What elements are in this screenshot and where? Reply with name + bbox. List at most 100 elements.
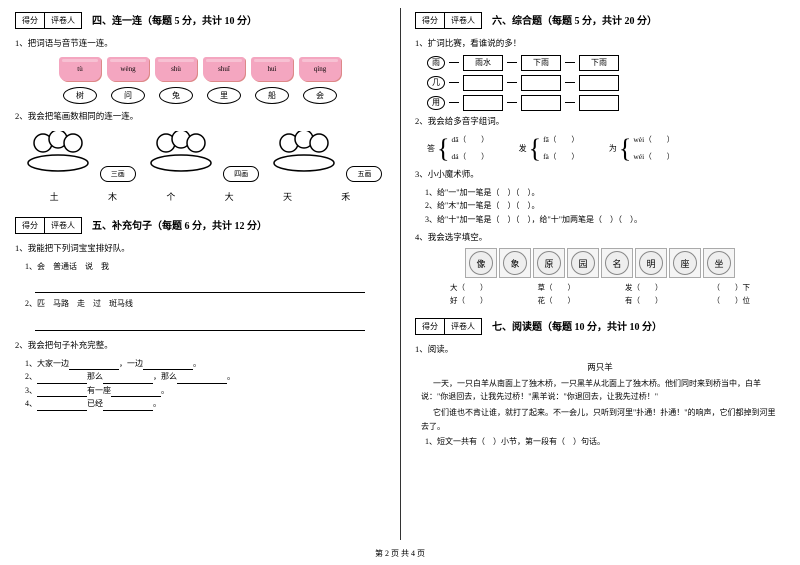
- chain-row: 用: [427, 95, 785, 111]
- s5-q2b: 2、那么，那么。: [25, 370, 385, 384]
- card: shuǐ: [203, 57, 245, 81]
- s6-q1: 1、扩词比赛，看谁说的多！: [415, 37, 785, 51]
- flower-label: 四画: [223, 166, 259, 182]
- chain-row: 几: [427, 75, 785, 91]
- fill-row: 大（ ）草（ ）发（ ）（ ）下: [425, 282, 775, 293]
- right-column: 得分 评卷人 六、综合题（每题 5 分，共计 20 分） 1、扩词比赛，看谁说的…: [400, 0, 800, 565]
- page-footer: 第 2 页 共 4 页: [0, 548, 800, 559]
- flower-icon: [264, 131, 344, 176]
- blank: [69, 360, 119, 370]
- flower-icon: [18, 131, 98, 176]
- apple: 坐: [703, 248, 735, 278]
- blank: [37, 401, 87, 411]
- s5-q2a: 1、大家一边，一边。: [25, 357, 385, 371]
- score-label: 得分: [416, 13, 445, 28]
- polyphone-row: 答{ dā（ ）dá（ ） 发{ fā（ ）fà（ ） 为{ wèi（ ）wéi…: [427, 134, 785, 162]
- left-column: 得分 评卷人 四、连一连（每题 5 分，共计 10 分） 1、把词语与音节连一连…: [0, 0, 400, 565]
- char: 禾: [341, 190, 350, 203]
- poly-group: 为{ wèi（ ）wéi（ ）: [609, 134, 674, 162]
- poly-group: 答{ dā（ ）dá（ ）: [427, 134, 489, 162]
- card: tù: [59, 57, 101, 81]
- score-box: 得分 评卷人: [415, 12, 482, 29]
- flower-label: 五画: [346, 166, 382, 182]
- s6-q3b: 2、给"木"加一笔是（ ）（ ）。: [425, 199, 785, 213]
- s7-q1a: 1、短文一共有（ ）小节，第一段有（ ）句话。: [425, 435, 785, 449]
- poly-char: 发: [519, 143, 527, 154]
- chain-box: [463, 75, 503, 91]
- apple: 园: [567, 248, 599, 278]
- section-6-title: 六、综合题（每题 5 分，共计 20 分）: [492, 12, 657, 27]
- section-5-title: 五、补充句子（每题 6 分，共计 12 分）: [92, 217, 267, 232]
- score-label: 得分: [16, 218, 45, 233]
- grader-label: 评卷人: [445, 13, 481, 28]
- apple-row: 像 象 原 园 名 明 座 坐: [415, 248, 785, 278]
- oval: 会: [303, 87, 337, 104]
- s5-q2: 2、我会把句子补充完整。: [15, 339, 385, 353]
- section-7-head: 得分 评卷人 七、阅读题（每题 10 分，共计 10 分）: [415, 314, 785, 339]
- chain-box: 下雨: [521, 55, 561, 71]
- apple: 像: [465, 248, 497, 278]
- apple: 明: [635, 248, 667, 278]
- score-label: 得分: [416, 319, 445, 334]
- section-7-title: 七、阅读题（每题 10 分，共计 10 分）: [492, 318, 662, 333]
- card: huì: [251, 57, 293, 81]
- s4-q1: 1、把词语与音节连一连。: [15, 37, 385, 51]
- flower-label: 三画: [100, 166, 136, 182]
- oval: 树: [63, 87, 97, 104]
- s5-q2d: 4、已经。: [25, 397, 385, 411]
- char: 个: [166, 190, 175, 203]
- score-box: 得分 评卷人: [415, 318, 482, 335]
- answer-line: [35, 321, 365, 331]
- blank: [37, 387, 87, 397]
- score-box: 得分 评卷人: [15, 12, 82, 29]
- section-6-head: 得分 评卷人 六、综合题（每题 5 分，共计 20 分）: [415, 8, 785, 33]
- s6-q3a: 1、给"一"加一笔是（ ）（ ）。: [425, 186, 785, 200]
- score-label: 得分: [16, 13, 45, 28]
- pinyin-cards: tù wèng shù shuǐ huì qíng: [15, 57, 385, 81]
- chain-box: [521, 95, 561, 111]
- flower-group: 四画: [141, 131, 259, 182]
- char: 土: [50, 190, 59, 203]
- score-box: 得分 评卷人: [15, 217, 82, 234]
- s5-q1a: 1、会 普通话 说 我: [25, 260, 385, 274]
- char-ovals: 树 问 兔 里 船 会: [15, 87, 385, 104]
- card: qíng: [299, 57, 341, 81]
- s6-q3: 3、小小魔术师。: [415, 168, 785, 182]
- answer-line: [35, 283, 365, 293]
- apple: 座: [669, 248, 701, 278]
- s4-q2: 2、我会把笔画数相同的连一连。: [15, 110, 385, 124]
- card: wèng: [107, 57, 149, 81]
- chain-box: [521, 75, 561, 91]
- poly-char: 答: [427, 143, 435, 154]
- s5-q1: 1、我能把下列词宝宝排好队。: [15, 242, 385, 256]
- blank: [177, 374, 227, 384]
- char: 大: [225, 190, 234, 203]
- chain-box: 雨水: [463, 55, 503, 71]
- brace-icon: {: [619, 142, 631, 155]
- oval: 里: [207, 87, 241, 104]
- oval: 船: [255, 87, 289, 104]
- poly-char: 为: [609, 143, 617, 154]
- chain-start: 用: [427, 96, 445, 110]
- fill-row: 好（ ）花（ ）有（ ）（ ）位: [425, 295, 775, 306]
- flower-group: 三画: [18, 131, 136, 182]
- brace-icon: {: [437, 142, 449, 155]
- section-5-head: 得分 评卷人 五、补充句子（每题 6 分，共计 12 分）: [15, 213, 385, 238]
- column-divider: [400, 8, 401, 540]
- card: shù: [155, 57, 197, 81]
- s6-q3c: 3、给"十"加一笔是（ ）（ ），给"十"加两笔是（ ）（ ）。: [425, 213, 785, 227]
- story-p2: 它们谁也不肯让谁，就打了起来。不一会儿，只听到河里"扑通！扑通！"的响声，它们都…: [421, 406, 779, 433]
- s5-q1b: 2、匹 马路 走 过 斑马线: [25, 297, 385, 311]
- story-title: 两只羊: [415, 361, 785, 373]
- blank: [37, 374, 87, 384]
- chain-box: [463, 95, 503, 111]
- oval: 问: [111, 87, 145, 104]
- story-p1: 一天，一只白羊从南面上了独木桥，一只黑羊从北面上了独木桥。他们同时来到桥当中，白…: [421, 377, 779, 404]
- flower-icon: [141, 131, 221, 176]
- grader-label: 评卷人: [45, 218, 81, 233]
- grader-label: 评卷人: [445, 319, 481, 334]
- s6-q2: 2、我会给多音字组词。: [415, 115, 785, 129]
- brace-icon: {: [529, 142, 541, 155]
- chain-start: 雨: [427, 56, 445, 70]
- s5-q2c: 3、有一座。: [25, 384, 385, 398]
